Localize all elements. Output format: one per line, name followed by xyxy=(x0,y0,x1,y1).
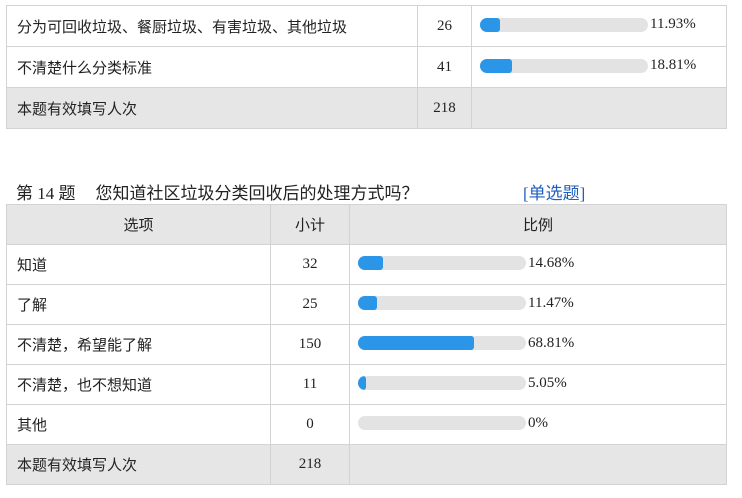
table-row: 不清楚什么分类标准 41 18.81% xyxy=(6,46,727,88)
option-label: 知道 xyxy=(6,244,271,285)
ratio-cell: 14.68% xyxy=(349,244,727,285)
table-row: 其他 0 0% xyxy=(6,404,727,445)
ratio-cell: 0% xyxy=(349,404,727,445)
progress-bar xyxy=(358,376,526,391)
option-label: 不清楚什么分类标准 xyxy=(6,46,418,88)
table-row: 了解 25 11.47% xyxy=(6,284,727,325)
option-label: 分为可回收垃圾、餐厨垃圾、有害垃圾、其他垃圾 xyxy=(6,5,418,47)
percent-label: 0% xyxy=(528,414,548,431)
table-row: 不清楚，也不想知道 11 5.05% xyxy=(6,364,727,405)
total-empty-cell xyxy=(471,87,727,129)
option-count: 150 xyxy=(270,324,350,365)
option-label: 了解 xyxy=(6,284,271,325)
progress-bar xyxy=(358,256,526,271)
progress-bar xyxy=(480,58,648,73)
percent-label: 5.05% xyxy=(528,374,567,391)
header-count: 小计 xyxy=(270,204,350,245)
option-count: 26 xyxy=(417,5,472,47)
table-row: 知道 32 14.68% xyxy=(6,244,727,285)
ratio-cell: 5.05% xyxy=(349,364,727,405)
option-label: 不清楚，希望能了解 xyxy=(6,324,271,365)
table-row: 分为可回收垃圾、餐厨垃圾、有害垃圾、其他垃圾 26 11.93% xyxy=(6,5,727,47)
ratio-cell: 11.47% xyxy=(349,284,727,325)
total-row: 本题有效填写人次 218 xyxy=(6,87,727,129)
question-title: 第 14 题您知道社区垃圾分类回收后的处理方式吗？ xyxy=(16,179,419,204)
q13-results-table: 分为可回收垃圾、餐厨垃圾、有害垃圾、其他垃圾 26 11.93% 不清楚什么分类… xyxy=(6,5,727,129)
option-count: 11 xyxy=(270,364,350,405)
progress-bar xyxy=(358,416,526,431)
percent-label: 11.93% xyxy=(650,16,696,33)
progress-fill xyxy=(358,376,367,391)
ratio-cell: 68.81% xyxy=(349,324,727,365)
option-label: 其他 xyxy=(6,404,271,445)
progress-fill xyxy=(358,336,474,351)
total-label: 本题有效填写人次 xyxy=(6,444,271,485)
percent-label: 18.81% xyxy=(650,57,697,74)
header-option: 选项 xyxy=(6,204,271,245)
percent-label: 11.47% xyxy=(528,294,574,311)
option-count: 32 xyxy=(270,244,350,285)
option-count: 25 xyxy=(270,284,350,325)
question-text: 您知道社区垃圾分类回收后的处理方式吗？ xyxy=(95,184,419,203)
percent-label: 14.68% xyxy=(528,254,575,271)
option-count: 41 xyxy=(417,46,472,88)
total-row: 本题有效填写人次 218 xyxy=(6,444,727,485)
total-empty-cell xyxy=(349,444,727,485)
progress-bar xyxy=(480,17,648,32)
ratio-cell: 18.81% xyxy=(471,46,727,88)
option-count: 0 xyxy=(270,404,350,445)
option-label: 不清楚，也不想知道 xyxy=(6,364,271,405)
progress-bar xyxy=(358,336,526,351)
header-ratio: 比例 xyxy=(349,204,727,245)
total-count: 218 xyxy=(270,444,350,485)
total-label: 本题有效填写人次 xyxy=(6,87,418,129)
progress-fill xyxy=(480,17,501,32)
question-type-label: [单选题] xyxy=(523,184,586,203)
percent-label: 68.81% xyxy=(528,334,575,351)
total-count: 218 xyxy=(417,87,472,129)
table-row: 不清楚，希望能了解 150 68.81% xyxy=(6,324,727,365)
progress-bar xyxy=(358,296,526,311)
ratio-cell: 11.93% xyxy=(471,5,727,47)
table-header-row: 选项 小计 比例 xyxy=(6,204,727,245)
progress-fill xyxy=(358,296,378,311)
question-number: 第 14 题 xyxy=(16,184,76,203)
progress-fill xyxy=(480,58,512,73)
q14-results-table: 选项 小计 比例 知道 32 14.68% 了解 xyxy=(6,204,727,485)
progress-fill xyxy=(358,256,383,271)
